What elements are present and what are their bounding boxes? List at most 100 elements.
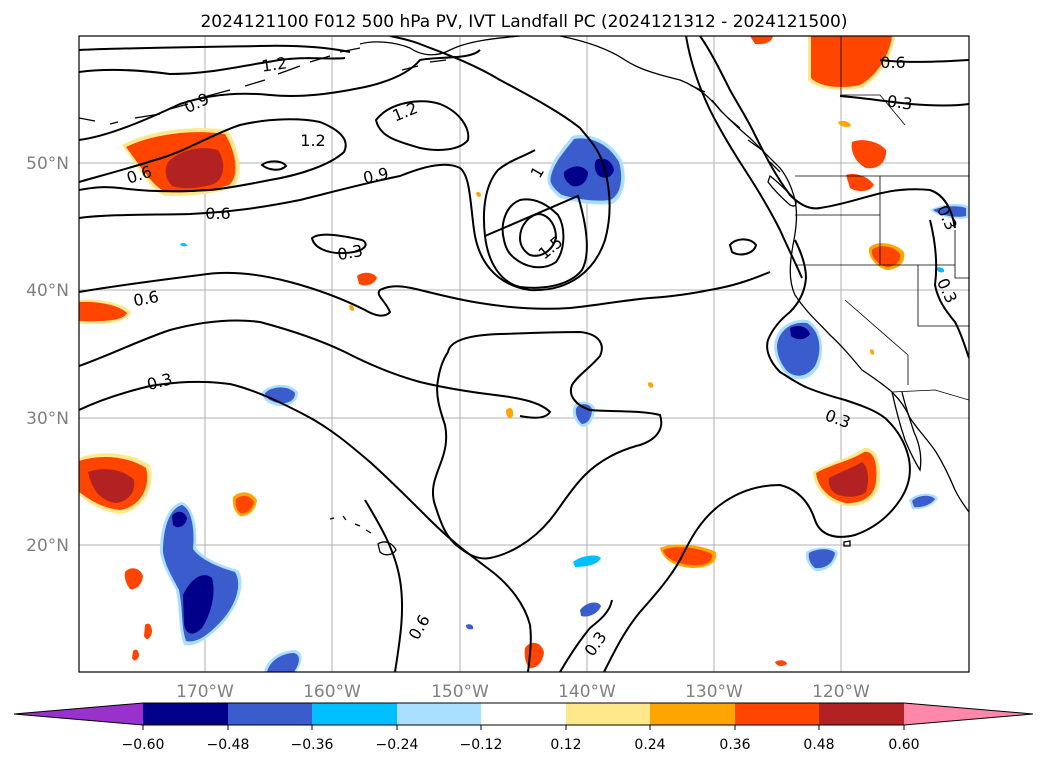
colorbar-tick-label: −0.12	[460, 737, 503, 753]
negative-anomaly-region	[790, 326, 810, 340]
positive-anomaly-region	[79, 301, 127, 322]
lon-label-130w: 130°W	[685, 682, 743, 702]
colorbar-tick-label: −0.60	[122, 737, 165, 753]
latitude-labels: 50°N 40°N 30°N 20°N	[26, 154, 69, 556]
colorbar-tick-label: 0.48	[803, 737, 834, 753]
colorbar-segment	[819, 703, 904, 725]
colorbar-tick-label: −0.24	[376, 737, 419, 753]
longitude-labels: 170°W 160°W 150°W 140°W 130°W 120°W	[176, 682, 870, 702]
colorbar-segment	[228, 703, 312, 725]
west-coast	[789, 199, 969, 513]
negative-anomaly-region	[777, 322, 820, 376]
negative-anomaly-region	[267, 653, 299, 672]
contour-label: 0.3	[336, 241, 364, 264]
positive-anomaly-region	[165, 148, 224, 189]
lon-label-140w: 140°W	[558, 682, 616, 702]
contour-label: 1.2	[300, 131, 325, 150]
negative-anomaly-region	[466, 624, 474, 630]
shaded-anomalies	[79, 36, 968, 672]
lon-label-170w: 170°W	[176, 682, 234, 702]
contour-line	[482, 149, 588, 289]
coastlines	[79, 36, 969, 556]
positive-anomaly-region	[828, 462, 869, 497]
positive-anomaly-region	[775, 660, 787, 667]
contour-line	[260, 160, 288, 171]
negative-anomaly-region	[172, 511, 187, 528]
negative-anomaly-region	[550, 138, 622, 201]
lat-label-20n: 20°N	[26, 536, 69, 556]
positive-anomaly-region	[871, 246, 901, 267]
colorbar-ticks	[142, 725, 905, 730]
negative-anomaly-region	[573, 555, 601, 567]
contour-line	[79, 49, 481, 141]
map-panel: 1.2 0.9 1.2 1.2 0.6 0.9 0.6 0.3 1 1.5 0.…	[78, 35, 970, 673]
colorbar-tick-label: −0.48	[207, 737, 250, 753]
lon-label-120w: 120°W	[812, 682, 870, 702]
contour-line	[839, 59, 969, 107]
baja-california	[891, 391, 922, 472]
positive-anomaly-region	[750, 36, 773, 45]
negative-anomaly-region	[808, 549, 835, 569]
negative-anomaly-region	[183, 575, 214, 634]
positive-anomaly-region	[663, 547, 713, 566]
lon-label-160w: 160°W	[303, 682, 361, 702]
alaska-canada-border	[840, 36, 906, 126]
positive-anomaly-region	[88, 469, 135, 503]
positive-anomaly-region	[851, 140, 887, 169]
colorbar-segment	[566, 703, 650, 725]
positive-anomaly-region	[476, 192, 481, 197]
state-borders	[795, 176, 969, 385]
colorbar-tick-label: −0.36	[291, 737, 334, 753]
contour-line	[79, 380, 532, 672]
contour-line	[699, 36, 956, 229]
map-frame	[78, 35, 970, 673]
contour-line	[728, 238, 758, 256]
positive-anomaly-region	[124, 568, 143, 590]
lat-label-50n: 50°N	[26, 154, 69, 174]
contour-label: 0.6	[132, 287, 160, 310]
contour-line	[374, 100, 470, 151]
colorbar-segment	[312, 703, 397, 725]
colorbar-extend-high	[904, 703, 1033, 725]
colorbar-tick-label: 0.24	[634, 737, 665, 753]
colorbar-segment	[397, 703, 481, 725]
contour-line	[79, 233, 552, 419]
contour-label: 0.6	[880, 53, 905, 72]
vancouver-island	[767, 174, 797, 207]
contour-line	[79, 57, 346, 76]
pv-contours	[79, 36, 969, 672]
contour-label: 0.3	[886, 91, 914, 113]
contour-line	[929, 219, 969, 359]
contour-line	[431, 330, 663, 560]
negative-anomaly-region	[936, 267, 945, 273]
colorbar-tick-label: 0.60	[888, 737, 919, 753]
negative-anomaly-region	[580, 602, 601, 617]
positive-anomaly-region	[357, 272, 377, 286]
negative-anomaly-region	[563, 166, 588, 187]
colorbar-tick-label: 0.12	[550, 737, 581, 753]
negative-anomaly-region	[180, 242, 187, 247]
contour-label: 1.2	[260, 53, 288, 75]
map-title: 2024121100 F012 500 hPa PV, IVT Landfall…	[200, 12, 847, 32]
contour-line	[79, 271, 771, 317]
positive-anomaly-region	[846, 174, 874, 192]
contour-line	[501, 198, 565, 269]
negative-anomaly-region	[163, 505, 239, 642]
lat-label-30n: 30°N	[26, 409, 69, 429]
colorbar-tick-label: 0.36	[719, 737, 750, 753]
positive-anomaly-region	[349, 305, 354, 311]
positive-anomaly-region	[506, 408, 514, 418]
positive-anomaly-region	[811, 36, 892, 87]
small-island	[843, 540, 851, 547]
colorbar-labels: −0.60 −0.48 −0.36 −0.24 −0.12 0.12 0.24 …	[122, 737, 920, 753]
colorbar-segment	[481, 703, 566, 725]
negative-anomaly-region	[933, 206, 966, 217]
lon-label-150w: 150°W	[431, 682, 489, 702]
colorbar-extend-low	[14, 703, 143, 725]
colorbar-segment	[735, 703, 819, 725]
colorbar-segment	[143, 703, 228, 725]
positive-anomaly-region	[144, 623, 152, 640]
contour-line	[79, 118, 347, 193]
gridlines	[79, 36, 969, 672]
